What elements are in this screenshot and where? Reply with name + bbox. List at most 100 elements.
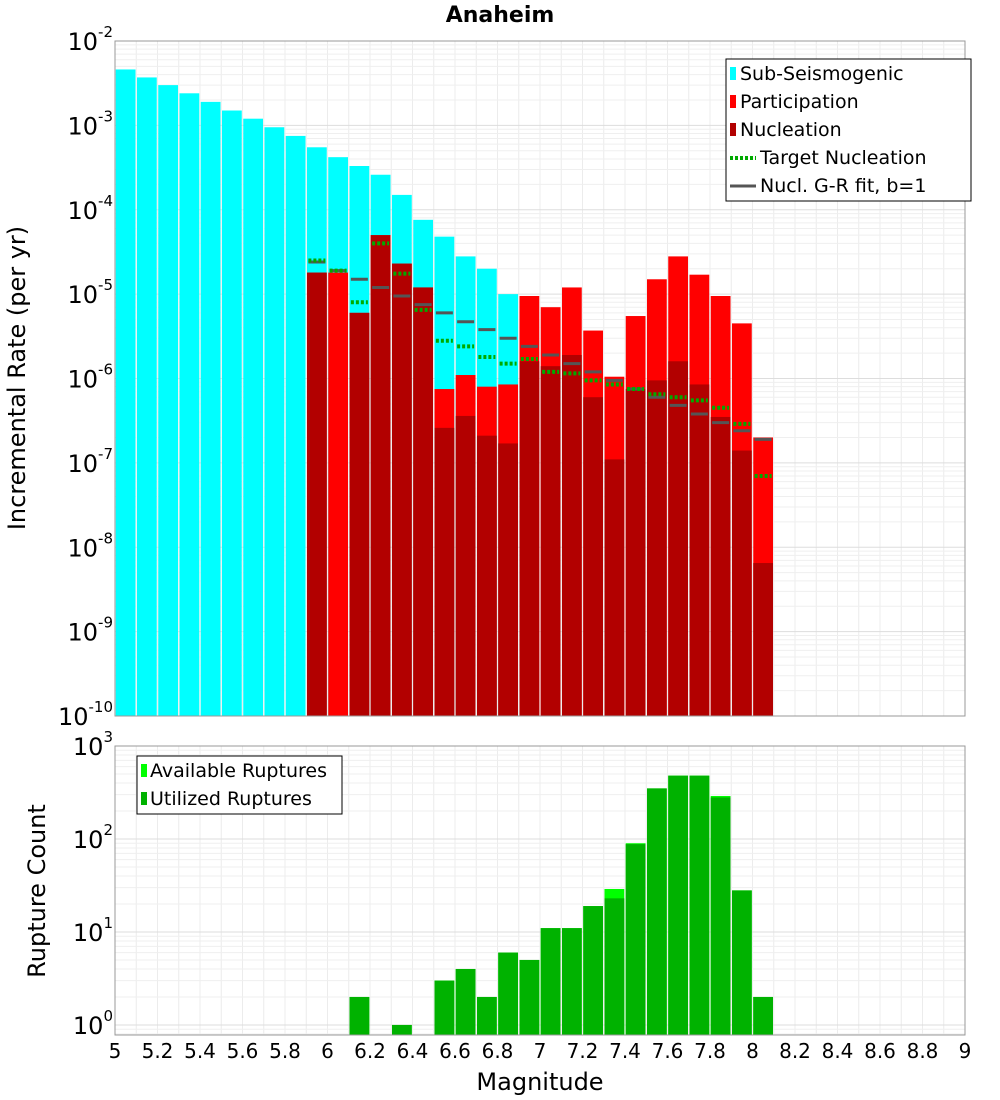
count-legend: Available Ruptures Utilized Ruptures (136, 755, 343, 815)
legend-label: Utilized Ruptures (150, 788, 312, 810)
utilized-ruptures-bar (391, 1024, 412, 1035)
utilized-ruptures-bar (689, 775, 710, 1035)
x-tick-label: 8.2 (779, 1039, 811, 1063)
nucleation-bar (689, 384, 710, 716)
nucleation-bar (668, 361, 689, 716)
legend-swatch (730, 95, 736, 108)
sub-seismogenic-bar (200, 101, 221, 716)
count-y-tick-label: 102 (73, 821, 113, 854)
x-tick-label: 8.8 (907, 1039, 939, 1063)
rate-legend-box (725, 58, 972, 202)
rate-y-tick-label: 10-7 (67, 445, 113, 478)
x-tick-label: 6.8 (482, 1039, 514, 1063)
utilized-ruptures-bar (540, 928, 561, 1035)
x-tick-label: 8.4 (822, 1039, 854, 1063)
nucleation-bar (349, 312, 370, 716)
legend-label: Sub-Seismogenic (740, 63, 904, 85)
legend-swatch (141, 764, 147, 777)
sub-seismogenic-bar (158, 85, 179, 716)
sub-seismogenic-bar (136, 77, 157, 716)
sub-seismogenic-bar (179, 93, 200, 716)
legend-swatch (730, 67, 736, 80)
sub-seismogenic-bar (264, 127, 285, 716)
nucleation-bar (413, 287, 434, 716)
utilized-ruptures-bar (731, 890, 752, 1035)
legend-label: Nucl. G-R fit, b=1 (760, 175, 926, 197)
sub-seismogenic-bar (221, 110, 242, 716)
count-plot-bars (349, 775, 774, 1035)
rate-y-tick-label: 10-5 (67, 276, 113, 309)
chart-title: Anaheim (446, 3, 555, 28)
x-tick-label: 5.2 (142, 1039, 174, 1063)
sub-seismogenic-bar (285, 135, 306, 717)
x-tick-label: 7.2 (567, 1039, 599, 1063)
nucleation-bar (434, 427, 455, 716)
utilized-ruptures-bar (668, 775, 689, 1035)
x-axis-label: Magnitude (476, 1068, 603, 1096)
nucleation-bar (583, 397, 604, 716)
nucleation-bar (455, 415, 476, 716)
participation-bar (328, 272, 349, 716)
utilized-ruptures-bar (753, 996, 774, 1035)
rate-plot-lines (308, 241, 772, 478)
x-tick-label: 6.2 (354, 1039, 386, 1063)
x-tick-label: 7.8 (694, 1039, 726, 1063)
sub-seismogenic-bar (115, 69, 136, 716)
utilized-ruptures-bar (434, 980, 455, 1035)
nucleation-bar (519, 361, 540, 716)
sub-seismogenic-bar (243, 118, 264, 716)
count-y-tick-label: 103 (73, 728, 113, 761)
nucleation-bar (753, 563, 774, 716)
x-tick-labels: 5 5.2 5.4 5.6 5.8 6 6.2 6.4 6.6 6.8 7 7.2 7.4 7.6 7.8 8… (109, 1039, 972, 1063)
utilized-ruptures-bar (476, 996, 497, 1035)
rate-y-tick-label: 10-2 (67, 23, 113, 56)
legend-label: Available Ruptures (150, 760, 327, 782)
rate-y-tick-label: 10-10 (58, 698, 113, 731)
nucleation-bar (604, 459, 625, 716)
legend-label: Target Nucleation (759, 147, 927, 169)
x-tick-label: 6 (321, 1039, 334, 1063)
nucleation-bar (561, 354, 582, 716)
utilized-ruptures-bar (710, 797, 731, 1035)
rate-plot-bars (115, 69, 774, 717)
rate-y-tick-label: 10-8 (67, 529, 113, 562)
utilized-ruptures-bar (519, 959, 540, 1035)
x-tick-label: 6.6 (439, 1039, 471, 1063)
x-tick-label: 7 (534, 1039, 547, 1063)
x-tick-label: 5.6 (227, 1039, 259, 1063)
nucleation-bar (646, 380, 667, 716)
count-y-tick-label: 101 (73, 914, 113, 947)
rate-y-tick-labels: 10-10 10-9 10-8 10-7 10-6 10-5 10-4 10-3 10-2 (58, 23, 113, 731)
utilized-ruptures-bar (561, 928, 582, 1035)
rate-y-tick-label: 10-4 (67, 192, 113, 225)
utilized-ruptures-bar (349, 996, 370, 1035)
nucleation-bar (476, 435, 497, 716)
count-y-tick-labels: 100 101 102 103 (73, 728, 113, 1040)
rate-y-tick-label: 10-3 (67, 107, 113, 140)
nucleation-bar (540, 366, 561, 716)
nucleation-bar (498, 443, 519, 716)
nucleation-bar (710, 416, 731, 716)
x-tick-label: 5.8 (269, 1039, 301, 1063)
utilized-ruptures-bar (583, 906, 604, 1035)
rate-y-tick-label: 10-6 (67, 361, 113, 394)
count-legend-box (136, 755, 343, 815)
x-tick-label: 9 (959, 1039, 972, 1063)
legend-swatch (141, 792, 147, 805)
x-tick-label: 8.6 (864, 1039, 896, 1063)
count-y-tick-label: 100 (73, 1007, 113, 1040)
rate-legend: Sub-Seismogenic Participation Nucleation Ta… (725, 58, 972, 202)
x-tick-label: 8 (746, 1039, 759, 1063)
nucleation-bar (391, 263, 412, 716)
legend-label: Participation (740, 91, 859, 113)
legend-label: Nucleation (740, 119, 842, 141)
rate-plot-frame (114, 40, 966, 717)
utilized-ruptures-bar (455, 968, 476, 1035)
utilized-ruptures-bar (498, 952, 519, 1035)
rate-y-axis-label: Incremental Rate (per yr) (3, 226, 31, 530)
nucleation-bar (306, 272, 327, 716)
x-tick-label: 7.4 (609, 1039, 641, 1063)
utilized-ruptures-bar (604, 898, 625, 1035)
rate-y-tick-label: 10-9 (67, 614, 113, 647)
